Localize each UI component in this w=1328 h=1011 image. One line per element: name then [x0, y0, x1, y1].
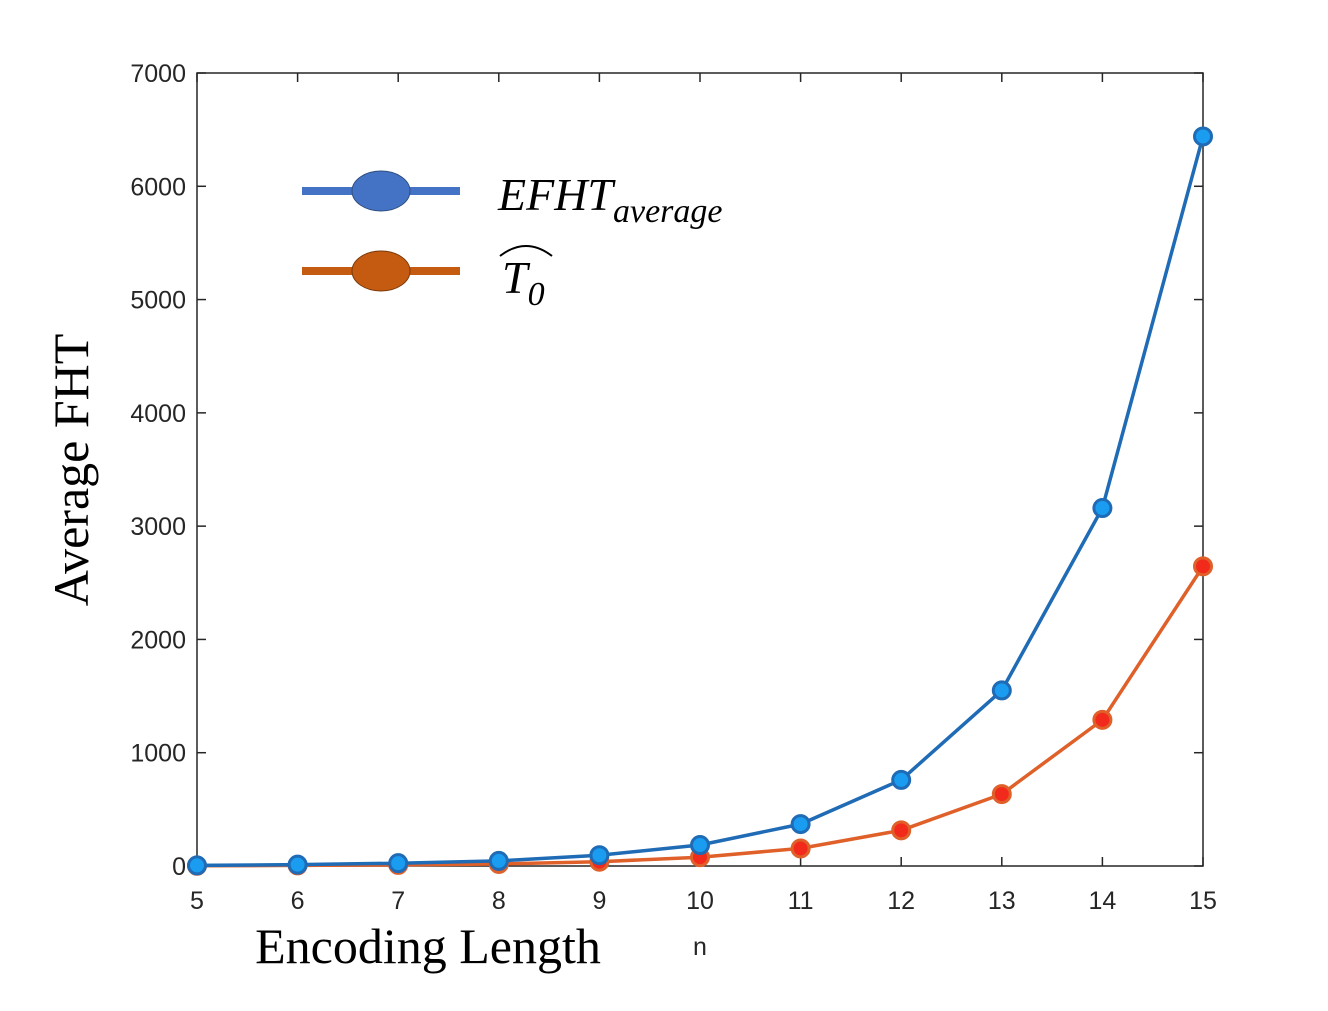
data-point-t0: [790, 838, 811, 859]
x-tick-label: 8: [492, 887, 506, 915]
data-point-efht: [1193, 126, 1213, 147]
data-point-t0: [991, 784, 1012, 805]
data-point-efht: [891, 769, 912, 790]
series-efht: [187, 126, 1213, 876]
legend-label-t0-sub: 0: [528, 276, 545, 313]
data-point-t0: [891, 820, 912, 841]
legend-hat-accent: [499, 245, 553, 257]
x-axis-variable-label: n: [693, 933, 707, 961]
legend-label-t0: T0: [502, 252, 545, 313]
y-tick-label: 1000: [130, 740, 186, 768]
x-tick-label: 6: [291, 887, 305, 915]
legend: EFHTaverage T0: [302, 169, 723, 313]
data-point-efht: [589, 845, 610, 866]
x-tick-label: 11: [788, 887, 814, 915]
x-tick-label: 13: [988, 887, 1016, 915]
series-layer: [187, 126, 1213, 876]
legend-entry-t0: T0: [302, 245, 553, 313]
y-tick-label: 2000: [130, 626, 186, 654]
y-tick-label: 5000: [130, 287, 186, 315]
y-axis: 0 1000 2000 3000 4000 5000 6000 7000: [130, 60, 1203, 881]
y-tick-label: 3000: [130, 513, 186, 541]
x-axis-title: Encoding Length: [255, 918, 601, 974]
x-tick-label: 14: [1088, 887, 1116, 915]
x-tick-label: 12: [887, 887, 915, 915]
data-point-efht: [287, 854, 308, 875]
legend-label-efht: EFHTaverage: [497, 169, 723, 230]
x-tick-label: 10: [686, 887, 714, 915]
legend-label-t0-main: T: [502, 252, 531, 303]
y-axis-title: Average FHT: [43, 334, 99, 607]
x-tick-label: 9: [592, 887, 606, 915]
data-point-efht: [1092, 498, 1113, 519]
data-point-t0: [1193, 556, 1213, 577]
data-point-efht: [690, 835, 710, 856]
data-point-efht: [388, 853, 409, 874]
legend-label-efht-sub: average: [613, 193, 723, 230]
data-point-efht: [187, 855, 207, 876]
legend-marker-efht: [351, 170, 411, 212]
x-tick-label: 7: [391, 887, 405, 915]
data-point-t0: [1092, 709, 1113, 730]
data-point-efht: [790, 814, 811, 835]
y-tick-label: 0: [172, 853, 186, 881]
y-tick-label: 4000: [130, 400, 186, 428]
legend-label-efht-main: EFHT: [497, 169, 616, 220]
y-tick-label: 7000: [130, 60, 186, 88]
x-axis: 5 6 7 8 9 10 11 12 13 14 15: [190, 73, 1217, 915]
x-tick-label: 5: [190, 887, 204, 915]
data-point-efht: [991, 680, 1012, 701]
x-tick-label: 15: [1189, 887, 1217, 915]
legend-entry-efht: EFHTaverage: [302, 169, 723, 230]
legend-marker-t0: [351, 250, 411, 292]
data-point-efht: [488, 850, 509, 871]
y-tick-label: 6000: [130, 173, 186, 201]
